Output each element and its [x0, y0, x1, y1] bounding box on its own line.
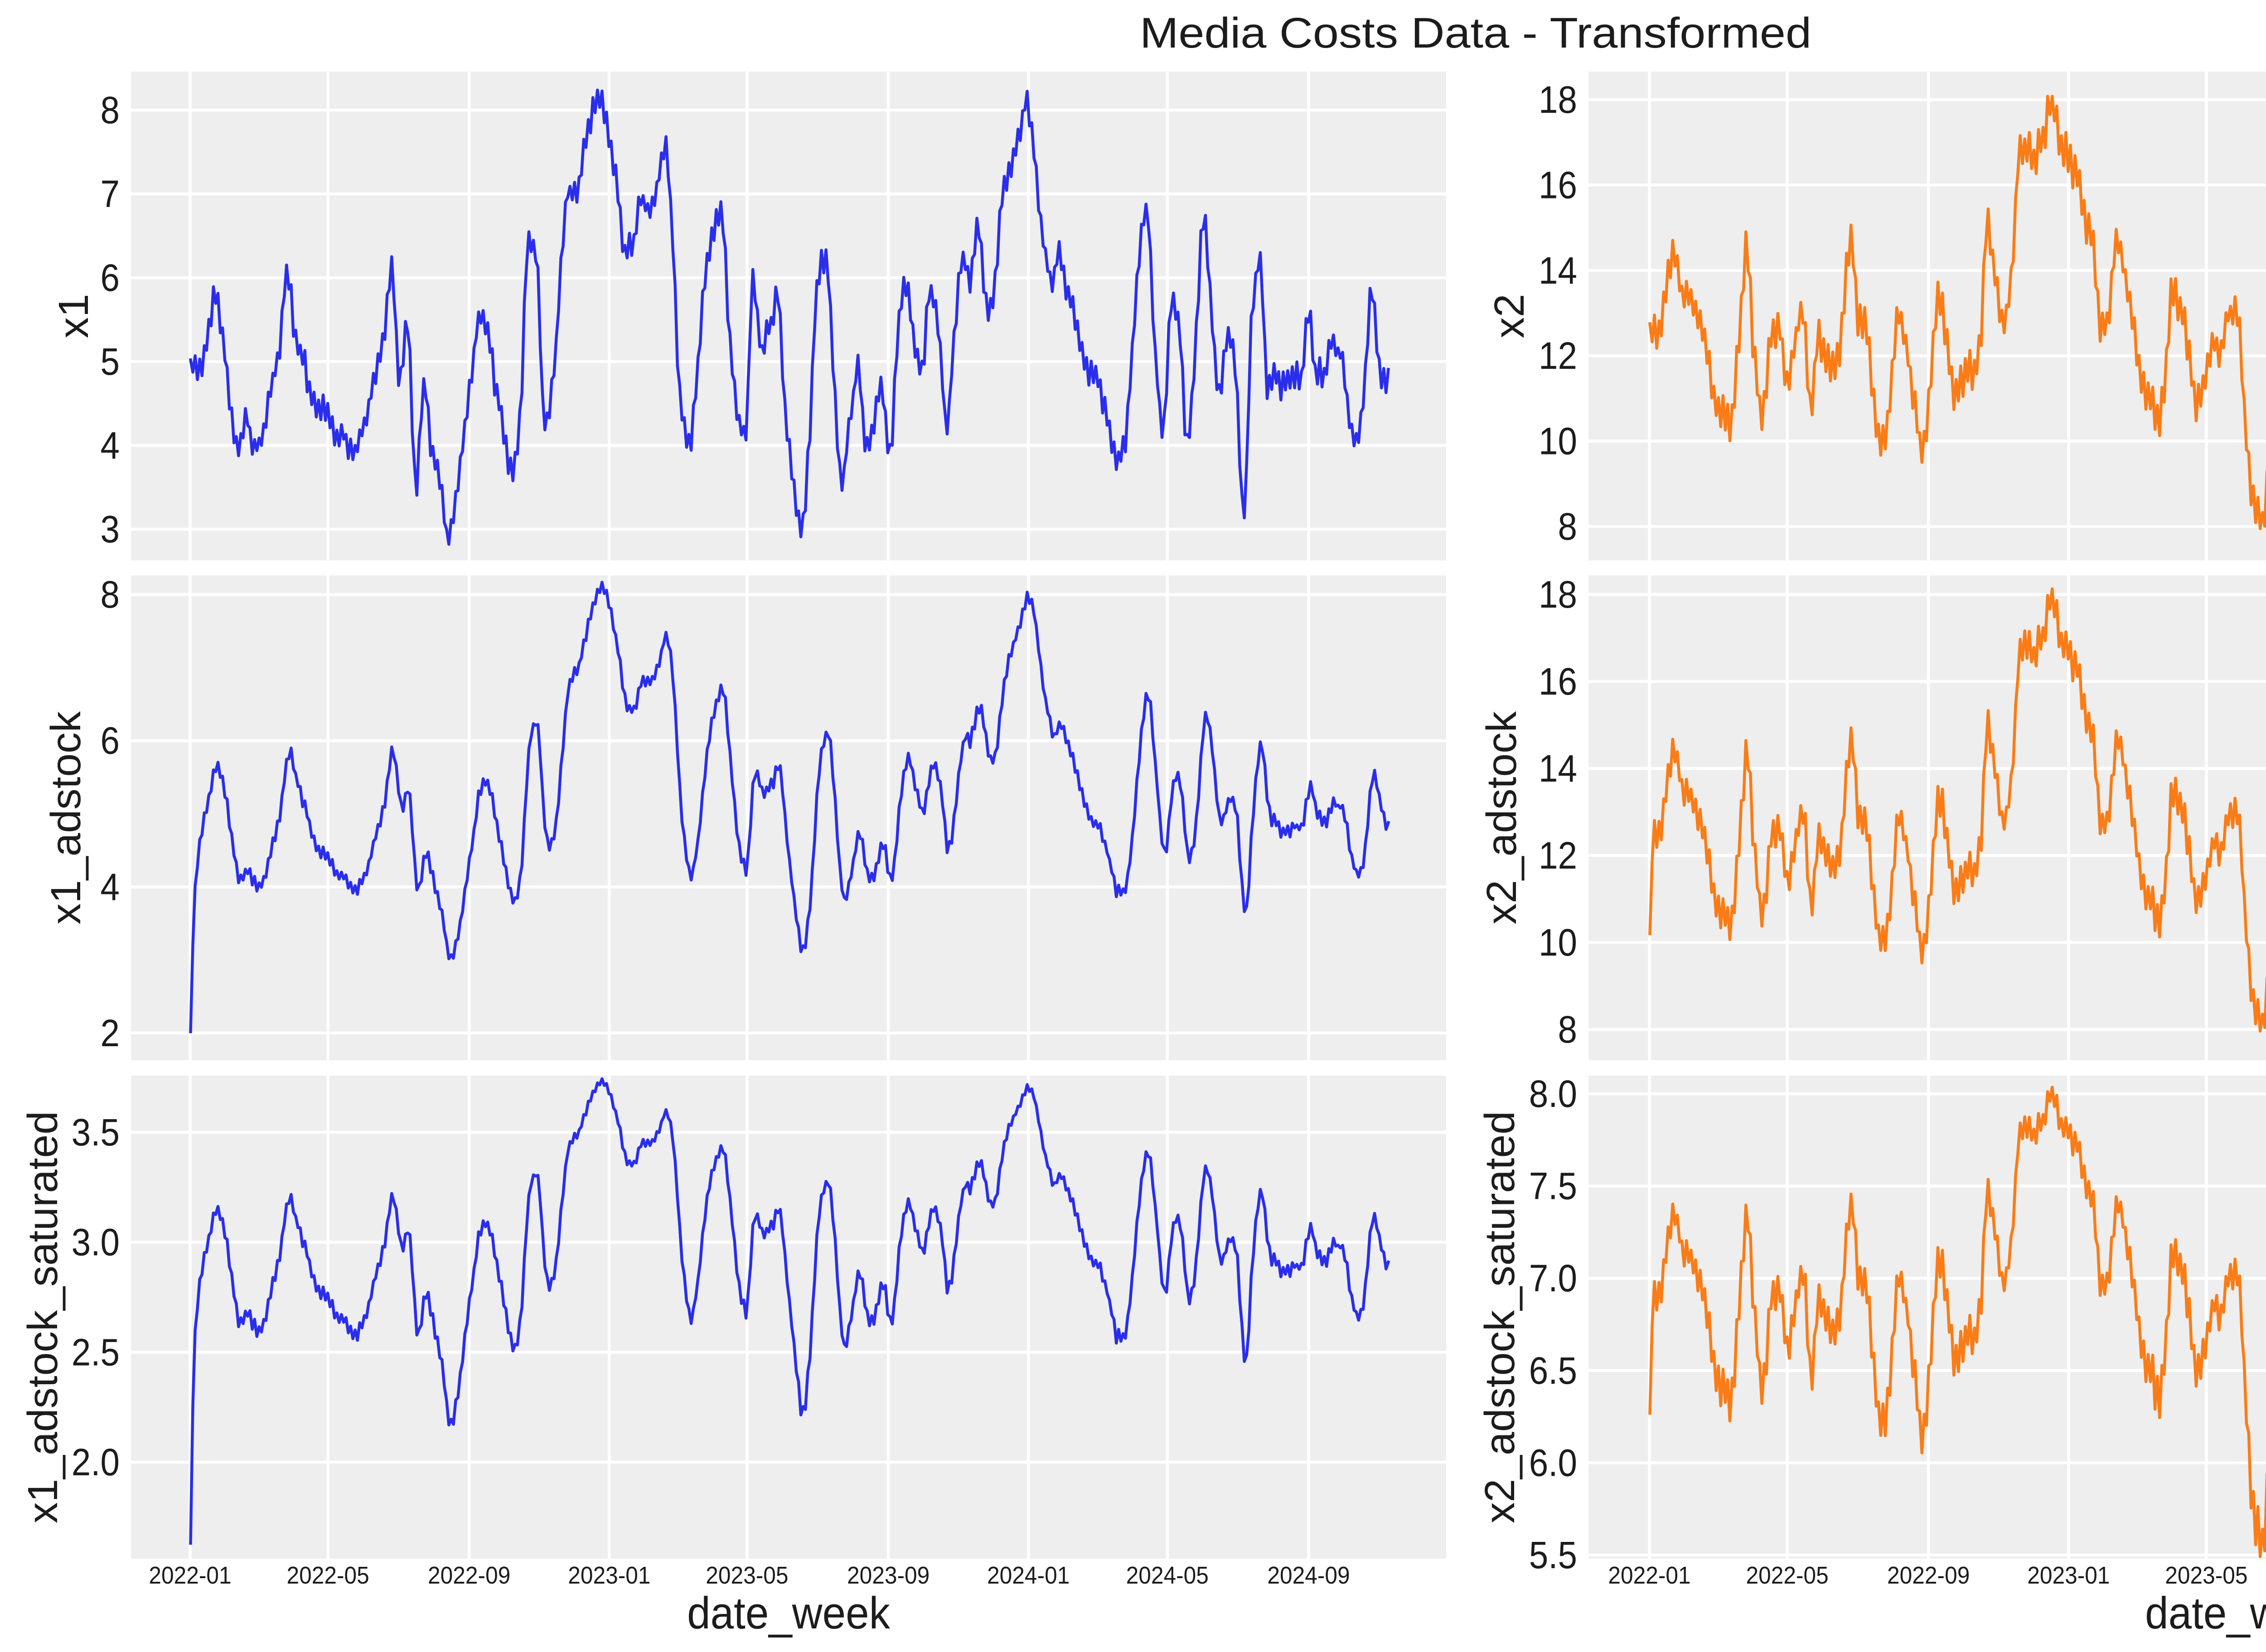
- svg-text:6: 6: [100, 257, 120, 299]
- svg-text:Media Costs Data - Transformed: Media Costs Data - Transformed: [1140, 9, 1811, 57]
- svg-text:16: 16: [1539, 661, 1577, 703]
- svg-text:6: 6: [100, 720, 120, 762]
- svg-text:2023-05: 2023-05: [2165, 1561, 2247, 1589]
- svg-text:12: 12: [1539, 335, 1577, 377]
- svg-text:7.5: 7.5: [1529, 1165, 1577, 1208]
- svg-text:4: 4: [100, 866, 120, 908]
- svg-text:14: 14: [1539, 748, 1577, 790]
- svg-text:14: 14: [1539, 249, 1577, 292]
- svg-text:2022-09: 2022-09: [1887, 1561, 1970, 1589]
- svg-text:2022-05: 2022-05: [1746, 1561, 1828, 1589]
- svg-text:3: 3: [100, 508, 120, 551]
- svg-text:2023-01: 2023-01: [2027, 1561, 2110, 1589]
- svg-text:8.0: 8.0: [1529, 1073, 1577, 1116]
- svg-text:2024-09: 2024-09: [1267, 1561, 1350, 1589]
- svg-text:date_week: date_week: [2145, 1588, 2266, 1638]
- svg-text:3.0: 3.0: [72, 1221, 120, 1264]
- svg-text:2: 2: [100, 1012, 120, 1055]
- svg-text:18: 18: [1539, 574, 1577, 616]
- svg-text:4: 4: [100, 425, 120, 467]
- svg-text:18: 18: [1539, 79, 1577, 121]
- svg-text:5.5: 5.5: [1529, 1534, 1577, 1577]
- svg-text:x2_adstock: x2_adstock: [1478, 711, 1525, 924]
- svg-text:x1_adstock_saturated: x1_adstock_saturated: [19, 1111, 66, 1523]
- svg-text:10: 10: [1539, 922, 1577, 964]
- svg-text:2.5: 2.5: [72, 1331, 120, 1374]
- svg-text:8: 8: [1558, 506, 1577, 548]
- svg-text:2022-05: 2022-05: [286, 1561, 369, 1589]
- svg-text:2022-09: 2022-09: [428, 1561, 510, 1589]
- svg-text:8: 8: [1558, 1009, 1577, 1051]
- svg-text:2022-01: 2022-01: [1608, 1561, 1690, 1589]
- svg-text:2024-01: 2024-01: [987, 1561, 1070, 1589]
- svg-text:6.0: 6.0: [1529, 1442, 1577, 1484]
- svg-text:3.5: 3.5: [72, 1111, 120, 1154]
- svg-text:2023-05: 2023-05: [706, 1561, 788, 1589]
- svg-text:2024-05: 2024-05: [1126, 1561, 1209, 1589]
- svg-text:2022-01: 2022-01: [149, 1561, 231, 1589]
- svg-text:date_week: date_week: [687, 1588, 891, 1638]
- svg-text:2023-09: 2023-09: [847, 1561, 930, 1589]
- svg-text:2023-01: 2023-01: [568, 1561, 650, 1589]
- svg-text:2.0: 2.0: [72, 1441, 120, 1484]
- svg-text:12: 12: [1539, 835, 1577, 877]
- svg-text:16: 16: [1539, 164, 1577, 207]
- svg-text:x2_adstock_saturated: x2_adstock_saturated: [1476, 1111, 1523, 1523]
- svg-text:x1: x1: [50, 294, 97, 338]
- svg-text:6.5: 6.5: [1529, 1349, 1577, 1392]
- svg-text:x2: x2: [1486, 294, 1533, 338]
- svg-text:7: 7: [100, 173, 120, 216]
- svg-text:7.0: 7.0: [1529, 1257, 1577, 1300]
- svg-text:8: 8: [100, 574, 120, 616]
- svg-text:10: 10: [1539, 420, 1577, 463]
- svg-text:8: 8: [100, 89, 120, 132]
- svg-text:x1_adstock: x1_adstock: [42, 711, 89, 924]
- svg-text:5: 5: [100, 341, 120, 383]
